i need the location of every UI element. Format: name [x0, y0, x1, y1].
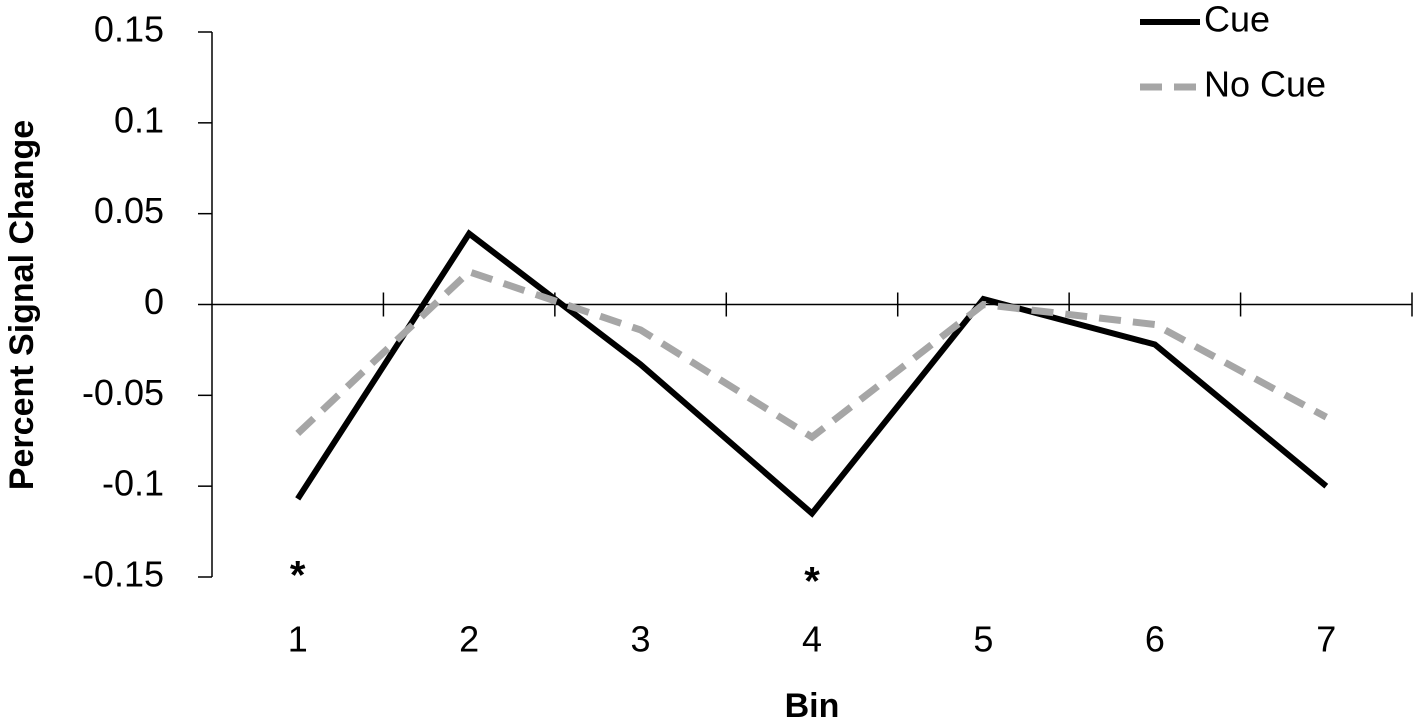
y-tick-label: -0.05 — [82, 372, 164, 413]
legend-label: Cue — [1204, 0, 1270, 40]
y-tick-label: 0.1 — [114, 99, 164, 140]
x-tick-label: 6 — [1145, 619, 1165, 660]
x-axis-title: Bin — [785, 687, 840, 725]
x-tick-label: 7 — [1316, 619, 1336, 660]
y-axis-title: Percent Signal Change — [3, 120, 41, 490]
x-tick-label: 2 — [459, 619, 479, 660]
annotation: * — [804, 560, 820, 604]
y-tick-label: -0.1 — [102, 463, 164, 504]
data-line — [295, 229, 1329, 518]
x-tick-label: 4 — [802, 619, 822, 660]
y-tick-label: 0.15 — [94, 9, 164, 50]
y-tick-label: -0.15 — [82, 554, 164, 595]
y-tick-label: 0 — [144, 281, 164, 322]
y-tick-label: 0.05 — [94, 190, 164, 231]
x-tick-label: 5 — [973, 619, 993, 660]
x-tick-label: 3 — [631, 619, 651, 660]
legend-label: No Cue — [1204, 64, 1326, 105]
data-line — [295, 267, 1328, 442]
annotation: * — [290, 554, 306, 598]
x-tick-label: 1 — [288, 619, 308, 660]
